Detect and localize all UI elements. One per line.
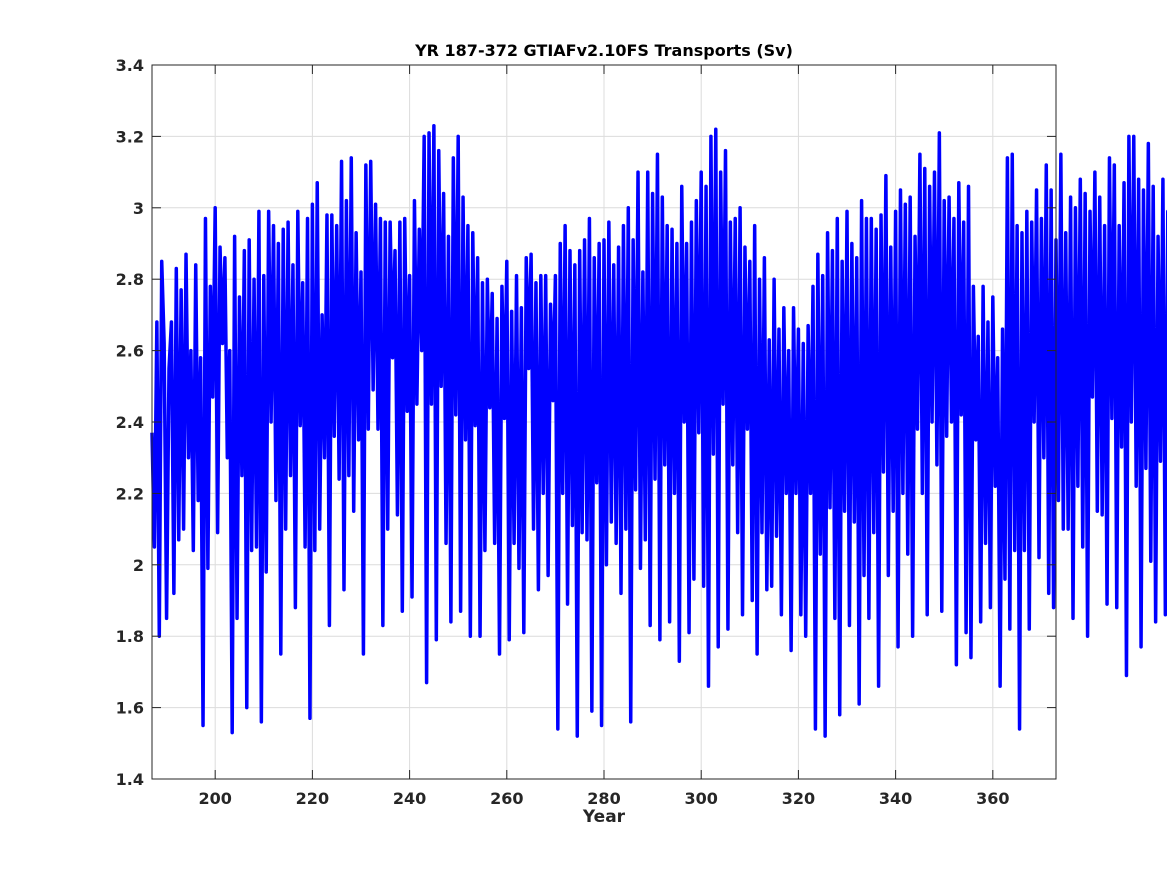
- chart-title: YR 187-372 GTIAFv2.10FS Transports (Sv): [414, 41, 793, 60]
- x-tick-label: 340: [879, 789, 912, 808]
- x-axis-label: Year: [582, 807, 626, 827]
- x-tick-label: 300: [685, 789, 718, 808]
- x-tick-label: 360: [976, 789, 1009, 808]
- y-tick-label: 2: [133, 556, 144, 575]
- y-tick-label: 1.6: [116, 699, 144, 718]
- x-tick-label: 240: [393, 789, 426, 808]
- y-tick-label: 3.4: [116, 56, 144, 75]
- x-tick-labels: 200 220 240 260 280 300 320 340 360: [198, 789, 1009, 808]
- x-tick-label: 280: [587, 789, 620, 808]
- y-tick-label: 2.8: [116, 270, 144, 289]
- y-tick-labels: 1.4 1.6 1.8 2 2.2 2.4 2.6 2.8 3 3.2 3.4: [116, 56, 144, 789]
- y-tick-label: 3: [133, 199, 144, 218]
- transport-series-line: [150, 123, 1167, 738]
- y-tick-label: 1.4: [116, 770, 144, 789]
- x-tick-label: 260: [490, 789, 523, 808]
- y-tick-label: 2.4: [116, 413, 144, 432]
- x-tick-label: 320: [782, 789, 815, 808]
- y-tick-label: 3.2: [116, 127, 144, 146]
- series-group: [150, 123, 1167, 738]
- tick-marks: [152, 64, 1056, 780]
- x-tick-label: 200: [198, 789, 231, 808]
- y-tick-label: 1.8: [116, 627, 144, 646]
- y-tick-label: 2.2: [116, 484, 144, 503]
- x-tick-label: 220: [296, 789, 329, 808]
- y-tick-label: 2.6: [116, 342, 144, 361]
